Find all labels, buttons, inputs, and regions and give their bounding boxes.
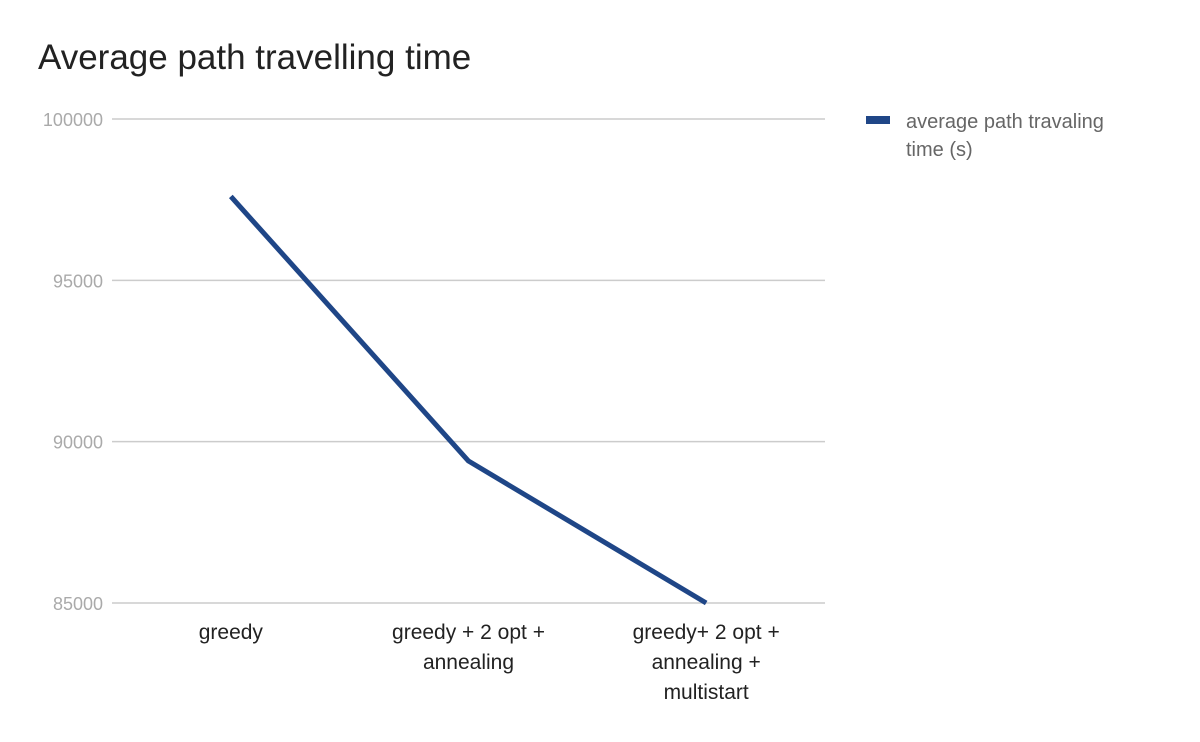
y-tick-label: 90000: [53, 433, 103, 453]
y-axis-ticks: 100000 95000 90000 85000: [43, 110, 103, 614]
y-tick-label: 100000: [43, 110, 103, 130]
chart-title: Average path travelling time: [38, 38, 472, 77]
y-tick-label: 85000: [53, 594, 103, 614]
x-tick-label: multistart: [664, 681, 749, 704]
x-tick-label: greedy: [199, 621, 264, 644]
series-layer: [228, 194, 708, 606]
x-tick-label: greedy+ 2 opt +: [633, 621, 780, 644]
grid-lines: [112, 118, 825, 604]
legend-label: average path travaling time (s): [906, 111, 1104, 161]
y-tick-label: 95000: [53, 271, 103, 291]
series-line: [228, 194, 708, 606]
x-tick-label: greedy + 2 opt +: [392, 621, 545, 644]
legend-swatch: [866, 116, 890, 124]
x-tick-label: annealing: [423, 651, 514, 674]
x-tick-label: annealing +: [652, 651, 761, 674]
x-axis-ticks: greedy greedy + 2 opt + annealing greedy+ 2…: [199, 621, 780, 704]
